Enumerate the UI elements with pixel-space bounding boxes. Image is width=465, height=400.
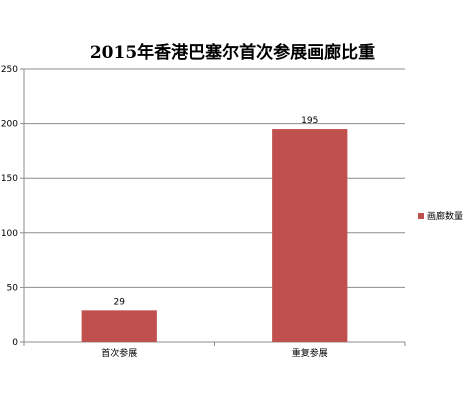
- y-tick-label: 50: [7, 283, 19, 293]
- chart-title: 2015年香港巴塞尔首次参展画廊比重: [89, 43, 376, 63]
- labels: 0 50 100 150 200 250 29 首次参展 195 重复参展: [1, 65, 328, 359]
- legend-swatch: [418, 212, 424, 219]
- y-tick-label: 0: [12, 338, 18, 348]
- bar: [272, 129, 348, 342]
- legend-label: 画廊数量: [427, 212, 464, 222]
- data-label: 195: [301, 116, 318, 126]
- bar: [81, 310, 157, 342]
- data-label: 29: [114, 297, 126, 307]
- y-tick-label: 150: [1, 174, 18, 184]
- gridlines: [24, 68, 405, 288]
- legend: 画廊数量: [418, 209, 463, 222]
- y-tick-label: 250: [1, 65, 18, 75]
- y-tick-label: 100: [1, 229, 18, 239]
- x-tick-label: 重复参展: [292, 347, 328, 359]
- y-tick-label: 200: [1, 120, 18, 130]
- x-tick-label: 首次参展: [101, 347, 137, 359]
- bars: [81, 129, 348, 342]
